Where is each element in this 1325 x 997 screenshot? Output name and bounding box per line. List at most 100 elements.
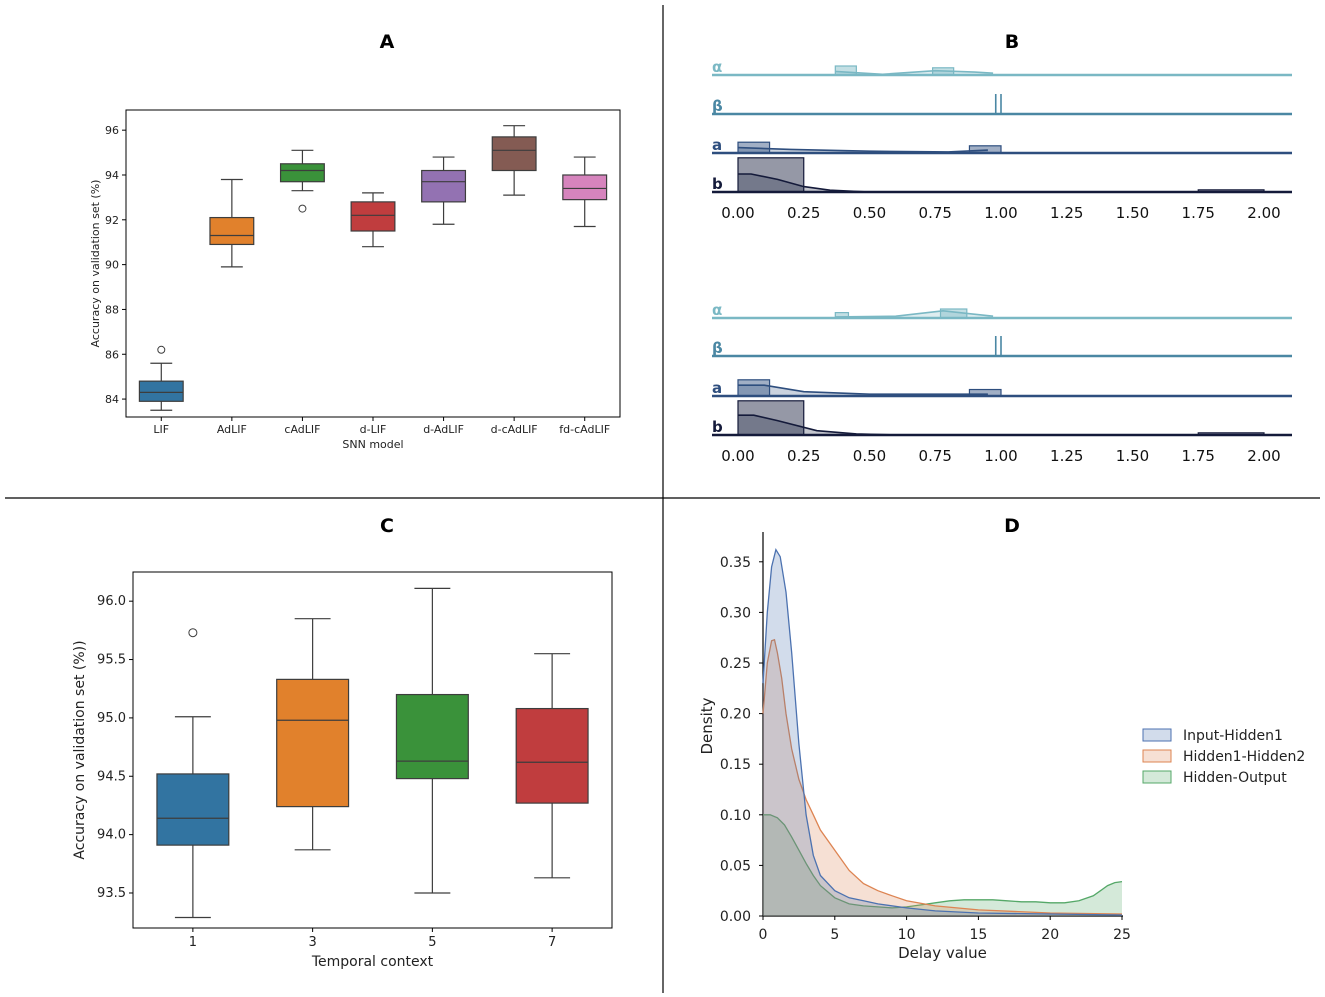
plot-frame <box>132 571 613 929</box>
x-tick-label: 0.25 <box>787 204 820 222</box>
x-tick-label: cAdLIF <box>284 423 320 436</box>
box-7 <box>515 707 589 804</box>
x-tick-label: 1.25 <box>1050 447 1083 465</box>
legend-swatch <box>1142 728 1172 742</box>
kde-line <box>835 69 994 76</box>
x-tick-label: AdLIF <box>217 423 247 436</box>
panel-a-boxplot: 84 86 88 90 92 94 96 LIF AdLIF cAdLIF d-LIF d-AdLIF… <box>89 109 621 451</box>
row-label: β <box>712 97 723 115</box>
y-tick-label: 0.10 <box>720 808 751 824</box>
y-tick-label: 86 <box>105 348 119 361</box>
x-tick-label: 0.50 <box>853 204 886 222</box>
ridge-row-1: β <box>712 94 1292 116</box>
y-tick-label: 94.5 <box>97 769 126 784</box>
legend: Input-Hidden1 Hidden1-Hidden2 Hidden-Outpu… <box>1142 728 1305 786</box>
ridge-row-0: α <box>712 301 1292 320</box>
kde-line <box>835 309 994 318</box>
y-tick-label: 92 <box>105 214 119 227</box>
x-tick-label: 25 <box>1113 927 1131 943</box>
y-tick-label: 95.5 <box>97 653 126 668</box>
x-tick-label: 7 <box>548 935 556 950</box>
kde-area <box>738 385 988 396</box>
x-tick-label: 0.00 <box>721 204 754 222</box>
ridge-row-3: b <box>712 400 1292 437</box>
legend-swatch <box>1142 770 1172 784</box>
y-tick-label: 0.35 <box>720 555 751 571</box>
panel-b-ridgeline: α β a b 0.00 0.25 0.50 0.75 1.00 1.25 1.50 1.75 2.00… <box>712 58 1292 465</box>
x-tick-label: 3 <box>308 935 316 950</box>
kde-line <box>737 146 988 153</box>
ridge-row-0: α <box>712 58 1292 77</box>
legend-label: Hidden1-Hidden2 <box>1183 749 1305 765</box>
plot-frame <box>125 109 621 418</box>
box-cAdLIF <box>279 163 325 183</box>
panel-label-a: A <box>380 31 395 53</box>
density-line-Input-Hidden1 <box>762 548 1123 916</box>
x-tick-label: LIF <box>153 423 169 436</box>
y-tick-label: 96 <box>105 124 119 137</box>
y-tick-label: 93.5 <box>97 886 126 901</box>
x-tick-label: 1.50 <box>1116 447 1149 465</box>
x-tick-label: 20 <box>1041 927 1059 943</box>
box-d-AdLIF <box>421 169 467 203</box>
kde-line <box>738 384 988 396</box>
box-d-cAdLIF <box>491 136 537 172</box>
y-tick-label: 94.0 <box>97 828 126 843</box>
x-axis-label: Delay value <box>898 944 987 962</box>
x-tick-label: 15 <box>969 927 987 943</box>
box-LIF <box>138 380 184 402</box>
row-label: b <box>712 418 723 436</box>
y-axis-label: Accuracy on validation set (%)) <box>72 640 88 859</box>
box-AdLIF <box>209 216 255 246</box>
row-label: a <box>712 379 722 397</box>
panel-label-c: C <box>380 515 394 537</box>
legend-swatch <box>1142 749 1172 763</box>
x-axis-label: Temporal context <box>311 954 434 970</box>
box-5 <box>395 693 469 780</box>
x-axis-label: SNN model <box>342 438 403 451</box>
legend-label: Hidden-Output <box>1183 770 1287 786</box>
x-tick-label: d-cAdLIF <box>491 423 538 436</box>
box-fd-cAdLIF <box>562 174 608 201</box>
x-tick-label: 5 <box>428 935 436 950</box>
x-tick-label: 1.25 <box>1050 204 1083 222</box>
kde-area <box>738 147 988 153</box>
y-tick-label: 0.05 <box>720 858 751 874</box>
ridge-row-2: a <box>712 379 1292 398</box>
x-tick-label: 0.50 <box>853 447 886 465</box>
ridge-row-2: a <box>712 136 1292 155</box>
y-tick-label: 96.0 <box>97 594 126 609</box>
x-tick-label: 2.00 <box>1247 447 1280 465</box>
ridgeline-subplot-2: α β a b 0.00 0.25 0.50 0.75 1.00 1.25 1.50 1.75 2.00 <box>712 301 1292 465</box>
panel-label-d: D <box>1004 515 1020 537</box>
hist-bar <box>737 157 805 193</box>
outlier-point <box>157 345 166 354</box>
y-tick-label: 0.00 <box>720 909 751 925</box>
kde-area <box>738 415 1264 435</box>
x-tick-label: d-AdLIF <box>423 423 464 436</box>
panel-d-density: 0.00 0.05 0.10 0.15 0.20 0.25 0.30 0.35 0 5 10 15 20… <box>698 532 1305 962</box>
density-line-Hidden1-Hidden2 <box>762 638 1123 915</box>
density-line-Hidden-Output <box>763 814 1123 909</box>
y-tick-label: 0.30 <box>720 605 751 621</box>
y-tick-label: 84 <box>105 393 119 406</box>
ridge-row-3: b <box>712 157 1292 194</box>
panel-c-boxplot: 93.5 94.0 94.5 95.0 95.5 96.0 1 3 5 7 Temporal con… <box>72 571 613 970</box>
row-label: a <box>712 136 722 154</box>
density-area-Hidden1-Hidden2 <box>763 639 1122 916</box>
x-tick-label: 1.50 <box>1116 204 1149 222</box>
kde-area <box>738 174 1264 192</box>
y-tick-label: 94 <box>105 169 119 182</box>
y-tick-label: 90 <box>105 259 119 272</box>
row-label: β <box>712 339 723 357</box>
x-tick-label: 0.75 <box>919 447 952 465</box>
box-d-LIF <box>350 201 396 232</box>
row-label: b <box>712 175 723 193</box>
x-tick-label: 1.00 <box>984 447 1017 465</box>
y-axis-label: Accuracy on validation set (%) <box>89 180 102 348</box>
row-label: α <box>712 58 722 76</box>
x-tick-label: 0 <box>759 927 768 943</box>
ridgeline-subplot-1: α β a b 0.00 0.25 0.50 0.75 1.00 1.25 1.50 1.75 2.00 <box>712 58 1292 222</box>
row-label: α <box>712 301 722 319</box>
